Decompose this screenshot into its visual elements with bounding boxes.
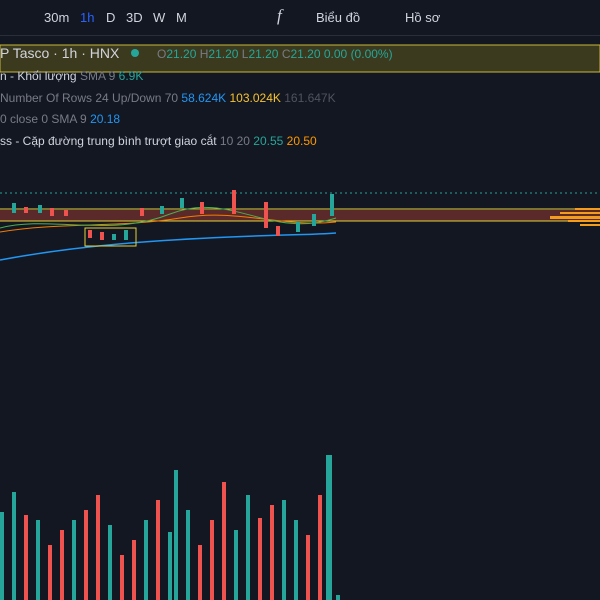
interval[interactable]: 3D — [126, 10, 143, 25]
range-band — [0, 210, 600, 221]
value: 20.18 — [90, 112, 121, 126]
close: 21.20 — [290, 47, 321, 61]
label: H — [199, 47, 209, 61]
name: 0 close 0 SMA 9 — [0, 112, 87, 126]
volume-bars — [0, 455, 340, 600]
value: 20.55 — [253, 134, 284, 148]
value: 161.647K — [284, 91, 336, 105]
name: n - Khối lượng — [0, 69, 77, 83]
legend-vp: Number Of Rows 24 Up/Down 70 58.624K 103… — [0, 91, 336, 105]
value: 103.024K — [229, 91, 281, 105]
params: 10 20 — [219, 134, 250, 148]
sma-line — [0, 232, 337, 261]
params: SMA 9 — [79, 69, 116, 83]
ma-slow — [0, 214, 337, 233]
legend-volume: n - Khối lượng SMA 9 6.9K — [0, 69, 143, 83]
interval[interactable]: D — [106, 10, 116, 25]
low: 21.20 — [248, 47, 279, 61]
volume-profile — [550, 208, 600, 226]
name: Number Of Rows 24 Up/Down 70 — [0, 91, 179, 105]
ohlc: O21.20 H21.20 L21.20 C21.20 0.00 (0.00%) — [157, 47, 393, 61]
chart-menu[interactable]: Biểu đồ — [316, 10, 361, 25]
value: 6.9K — [118, 69, 144, 83]
legend-main: P Tasco · 1h · HNX O21.20 H21.20 L21.20 … — [0, 45, 393, 61]
label: L — [241, 47, 249, 61]
value: 58.624K — [181, 91, 227, 105]
profile-menu[interactable]: Hồ sơ — [405, 10, 441, 25]
legend-sma: 0 close 0 SMA 9 20.18 — [0, 112, 120, 126]
open: 21.20 — [166, 47, 197, 61]
symbol: P Tasco · 1h · HNX — [0, 45, 120, 61]
legend-highlight — [0, 44, 600, 73]
value: 20.50 — [286, 134, 317, 148]
high: 21.20 — [208, 47, 239, 61]
interval[interactable]: 30m — [44, 10, 70, 25]
ma-fast — [0, 206, 337, 229]
interval[interactable]: M — [176, 10, 187, 25]
indicators[interactable]: f — [277, 6, 282, 25]
status-dot — [131, 49, 139, 57]
selection-box — [84, 227, 137, 247]
name: ss - Cặp đường trung bình trượt giao cắt — [0, 134, 217, 148]
legend-cross: ss - Cặp đường trung bình trượt giao cắt… — [0, 134, 317, 148]
change: 0.00 (0.00%) — [323, 47, 393, 61]
label: C — [281, 47, 291, 61]
toolbar: 30m 1h D 3D W M f Biểu đồ Hồ sơ — [0, 0, 600, 36]
candles — [12, 190, 334, 240]
interval[interactable]: W — [153, 10, 166, 25]
label: O — [157, 47, 167, 61]
interval-active[interactable]: 1h — [80, 10, 95, 25]
